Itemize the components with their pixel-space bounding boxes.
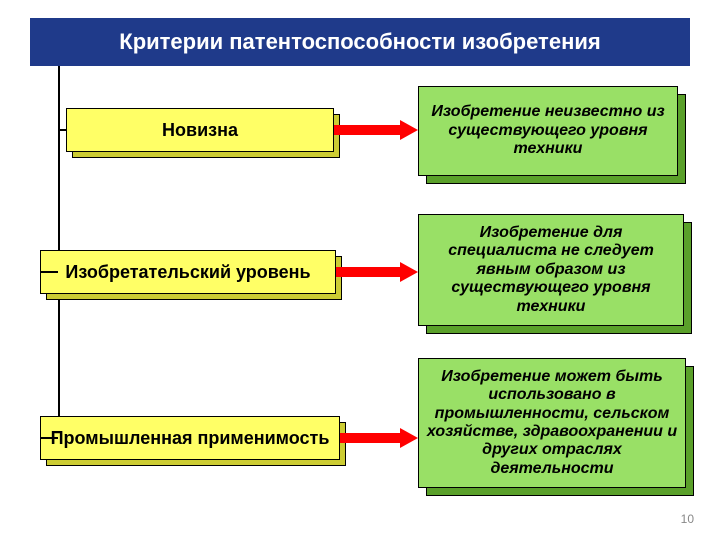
h-connector [40, 437, 58, 439]
arrow [334, 125, 400, 135]
page-number-text: 10 [681, 512, 694, 526]
definition-text: Изобретение может быть использовано в пр… [425, 368, 679, 478]
arrow-head [400, 262, 418, 282]
header-box: Критерии патентоспособности изобретения [30, 18, 690, 66]
arrow-head [400, 120, 418, 140]
arrow [336, 267, 400, 277]
definition-box-inventive-step: Изобретение для специалиста не следует я… [418, 214, 684, 326]
criterion-label: Новизна [162, 120, 238, 141]
criterion-box-novelty: Новизна [66, 108, 334, 152]
criterion-box-industrial-applicability: Промышленная применимость [40, 416, 340, 460]
header-text: Критерии патентоспособности изобретения [119, 29, 600, 55]
definition-text: Изобретение неизвестно из существующего … [425, 103, 671, 158]
criterion-box-inventive-step: Изобретательский уровень [40, 250, 336, 294]
definition-box-novelty: Изобретение неизвестно из существующего … [418, 86, 678, 176]
arrow-head [400, 428, 418, 448]
h-connector [58, 129, 66, 131]
definition-text: Изобретение для специалиста не следует я… [425, 224, 677, 316]
criterion-label: Промышленная применимость [51, 428, 330, 449]
arrow [340, 433, 400, 443]
h-connector [40, 271, 58, 273]
page-number: 10 [681, 512, 694, 526]
definition-box-industrial-applicability: Изобретение может быть использовано в пр… [418, 358, 686, 488]
diagram-stage: { "colors": { "header_bg": "#1f3a8a", "h… [0, 0, 720, 540]
criterion-label: Изобретательский уровень [65, 262, 310, 283]
